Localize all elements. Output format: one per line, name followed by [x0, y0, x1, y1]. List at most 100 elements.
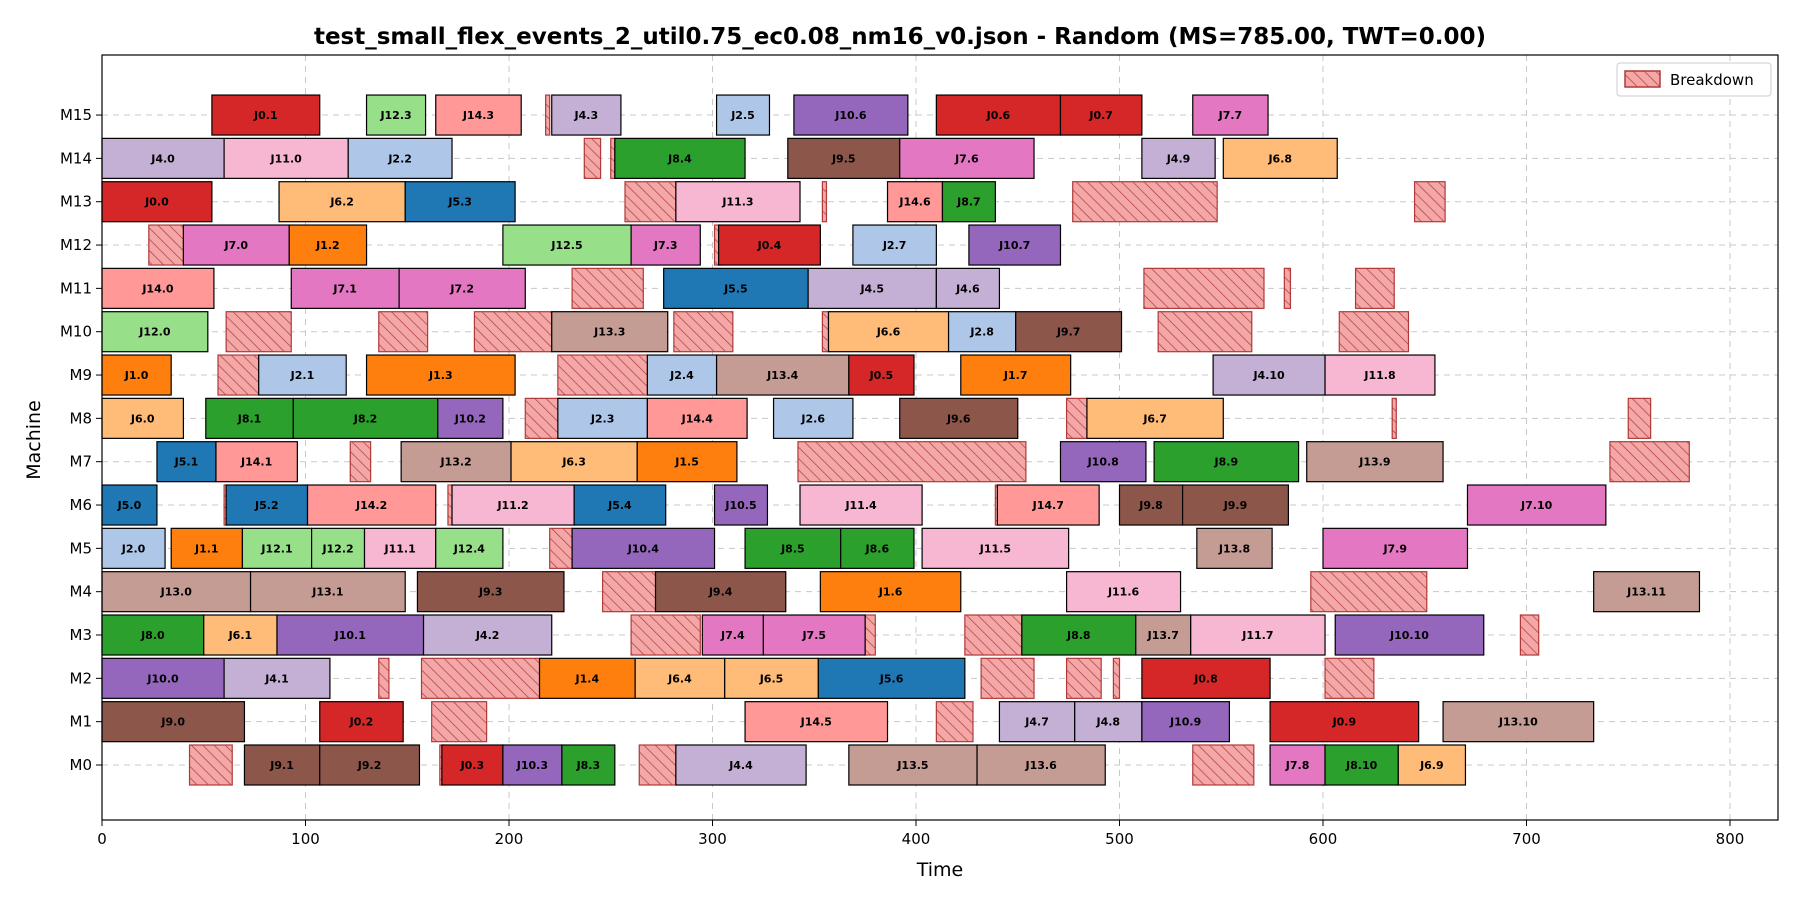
operation-bar [634, 657, 726, 699]
breakdown-block [1283, 267, 1292, 309]
operation-bar [101, 267, 215, 309]
operation-label: J9.0 [160, 716, 185, 729]
operation-label: J11.5 [979, 542, 1011, 555]
operation-label: J12.1 [260, 542, 292, 555]
breakdown-block [148, 224, 184, 266]
operation-label: J2.5 [730, 109, 755, 122]
legend-swatch-breakdown [1624, 70, 1661, 88]
operation-label: J6.1 [228, 629, 253, 642]
operation-label: J13.2 [439, 456, 471, 469]
operation-label: J14.7 [1032, 499, 1064, 512]
operation-bar [886, 181, 944, 223]
operation-label: J6.8 [1267, 152, 1292, 165]
operation-bar [551, 94, 622, 136]
operation-label: J6.3 [561, 456, 586, 469]
operation-label: J7.4 [720, 629, 745, 642]
operation-label: J10.5 [724, 499, 756, 512]
breakdown-block [1519, 614, 1540, 656]
y-tick-label: M3 [70, 626, 93, 644]
operation-bar [715, 354, 850, 396]
breakdown-block [1354, 267, 1395, 309]
operation-bar [960, 354, 1072, 396]
operation-bar [1212, 354, 1326, 396]
operation-bar [1141, 137, 1216, 179]
operation-label: J7.10 [1520, 499, 1553, 512]
operation-label: J4.10 [1252, 369, 1285, 382]
operation-label: J14.0 [141, 282, 174, 295]
operation-label: J5.1 [174, 456, 199, 469]
breakdown-block [378, 311, 429, 353]
operation-label: J7.5 [801, 629, 826, 642]
operation-bar [1222, 137, 1338, 179]
operation-bar [1466, 484, 1607, 526]
operation-bar [211, 94, 321, 136]
operation-label: J8.4 [667, 152, 692, 165]
operation-bar [101, 571, 252, 613]
operation-bar [899, 137, 1035, 179]
operation-bar [101, 701, 246, 743]
operation-bar [398, 267, 526, 309]
operation-bar [827, 311, 950, 353]
operation-label: J5.6 [879, 672, 904, 685]
operation-label: J10.6 [834, 109, 867, 122]
operation-label: J5.3 [447, 196, 472, 209]
operation-label: J4.8 [1096, 716, 1121, 729]
operation-bar [1397, 744, 1467, 786]
legend: Breakdown [1616, 62, 1772, 97]
breakdown-block [1143, 267, 1265, 309]
operation-bar [1141, 701, 1230, 743]
operation-label: J5.4 [607, 499, 632, 512]
breakdown-block [473, 311, 553, 353]
operation-bar [347, 137, 453, 179]
operation-bar [1015, 311, 1123, 353]
breakdown-block [583, 137, 602, 179]
operation-label: J6.6 [876, 326, 901, 339]
breakdown-block [545, 94, 551, 136]
operation-bar [365, 94, 427, 136]
operation-label: J10.1 [334, 629, 366, 642]
operation-label: J14.2 [355, 499, 387, 512]
operation-bar [400, 441, 512, 483]
operation-label: J13.3 [593, 326, 625, 339]
y-tick-label: M1 [70, 713, 93, 731]
operation-label: J13.10 [1498, 716, 1538, 729]
y-tick-label: M5 [70, 539, 93, 557]
operation-label: J9.3 [478, 586, 503, 599]
operation-label: J0.9 [1332, 716, 1357, 729]
y-tick-label: M11 [60, 279, 92, 297]
operation-label: J4.9 [1166, 152, 1191, 165]
operation-label: J10.8 [1087, 456, 1119, 469]
operation-bar [1442, 701, 1595, 743]
breakdown-block [431, 701, 488, 743]
y-tick-label: M15 [60, 106, 92, 124]
operation-label: J13.7 [1147, 629, 1179, 642]
operation-bar [935, 267, 1001, 309]
operation-label: J7.0 [224, 239, 249, 252]
operation-label: J4.2 [475, 629, 500, 642]
operation-label: J13.11 [1626, 586, 1666, 599]
operation-label: J8.6 [865, 542, 890, 555]
breakdown-block [935, 701, 974, 743]
operation-label: J13.1 [311, 586, 343, 599]
operation-label: J1.2 [315, 239, 340, 252]
operation-label: J4.6 [955, 282, 980, 295]
bars: J9.1 J9.2 J0.3 J10.3 J8.3 J4.4 J13.5 J13.6 J7.8 J… [101, 94, 1701, 786]
breakdown-block [557, 354, 648, 396]
operation-bar [258, 354, 347, 396]
operation-bar [365, 354, 516, 396]
operation-bar [636, 441, 738, 483]
y-tick-label: M13 [60, 193, 92, 211]
operation-label: J0.6 [986, 109, 1011, 122]
x-tick-label: 300 [698, 830, 727, 848]
operation-bar [551, 311, 669, 353]
operation-bar [215, 441, 298, 483]
operation-bar [675, 181, 801, 223]
breakdown-block [864, 614, 876, 656]
operation-label: J4.3 [574, 109, 599, 122]
operation-label: J10.0 [146, 672, 179, 685]
operation-bar [561, 744, 616, 786]
operation-bar [848, 744, 978, 786]
operation-bar [422, 614, 553, 656]
operation-bar [935, 94, 1062, 136]
operation-label: J2.4 [669, 369, 694, 382]
